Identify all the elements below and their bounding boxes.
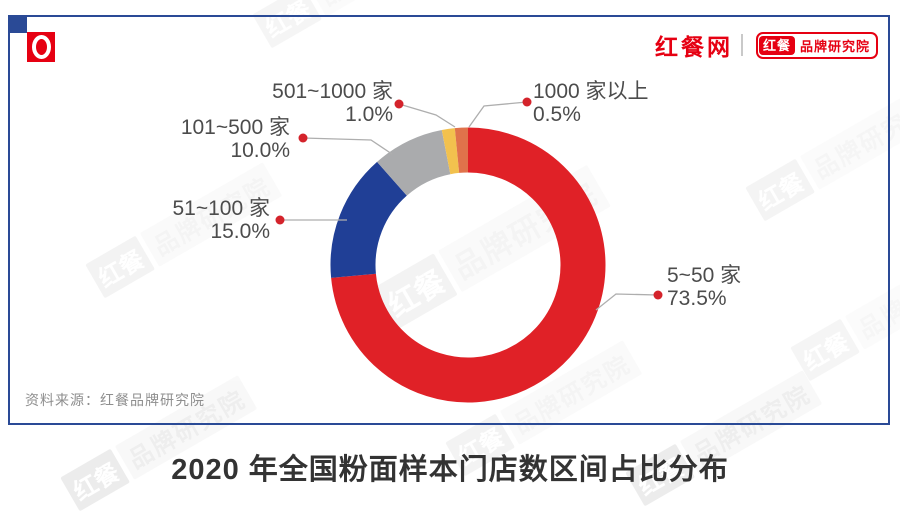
badge-hongcan-label: 红餐	[759, 35, 796, 55]
callout-label: 51~100 家	[172, 197, 271, 220]
brand-divider	[741, 34, 743, 56]
callout-1000-plus: 1000 家以上 0.5%	[533, 80, 693, 126]
callout-label: 1000 家以上	[533, 80, 649, 103]
callout-label: 5~50 家	[667, 264, 742, 287]
corner-square-decoration	[8, 15, 27, 33]
callout-value: 73.5%	[667, 287, 727, 310]
callout-101-500: 101~500 家 10.0%	[138, 116, 290, 162]
callout-5-50: 5~50 家 73.5%	[667, 264, 797, 310]
callout-value: 15.0%	[210, 220, 270, 243]
callout-value: 0.5%	[533, 103, 581, 126]
callout-value: 1.0%	[345, 103, 393, 126]
source-note: 资料来源：红餐品牌研究院	[25, 392, 205, 408]
callout-value: 10.0%	[230, 139, 290, 162]
content-frame	[8, 15, 890, 425]
callout-label: 101~500 家	[180, 116, 290, 139]
o-ring-icon	[31, 35, 51, 59]
callout-51-100: 51~100 家 15.0%	[118, 197, 271, 243]
callout-label: 501~1000 家	[272, 80, 393, 103]
callout-501-1000: 501~1000 家 1.0%	[245, 80, 393, 126]
brand-badge: 红餐 品牌研究院	[756, 31, 879, 59]
badge-institute-label: 品牌研究院	[800, 38, 871, 54]
site-logo-hongcanwang: 红餐网	[655, 34, 733, 60]
brand-row: 红餐网 红餐 品牌研究院	[655, 31, 879, 60]
page-title: 2020 年全国粉面样本门店数区间占比分布	[171, 454, 729, 486]
o-logo	[27, 32, 55, 62]
